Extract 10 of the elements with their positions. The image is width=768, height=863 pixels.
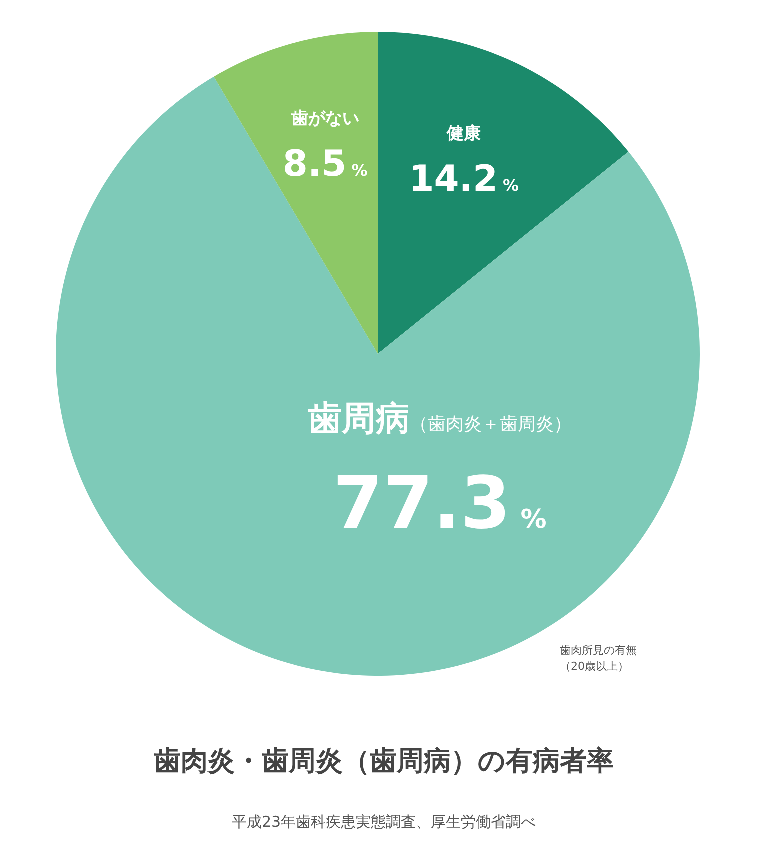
subtitle: 平成23年歯科疾患実態調査、厚生労働省調べ [232, 813, 536, 831]
value-label: 14.2% [409, 159, 520, 200]
annotation: 歯肉所見の有無 [560, 644, 637, 657]
category-label: 歯がない [291, 109, 360, 130]
category-label: 歯周病（歯肉炎＋歯周炎） [308, 399, 572, 439]
title: 歯肉炎・歯周炎（歯周病）の有病者率 [154, 746, 614, 777]
category-label: 健康 [447, 124, 482, 144]
value-label: 77.3% [333, 461, 547, 545]
annotation: （20歳以上） [560, 660, 629, 673]
value-label: 8.5% [282, 144, 368, 186]
